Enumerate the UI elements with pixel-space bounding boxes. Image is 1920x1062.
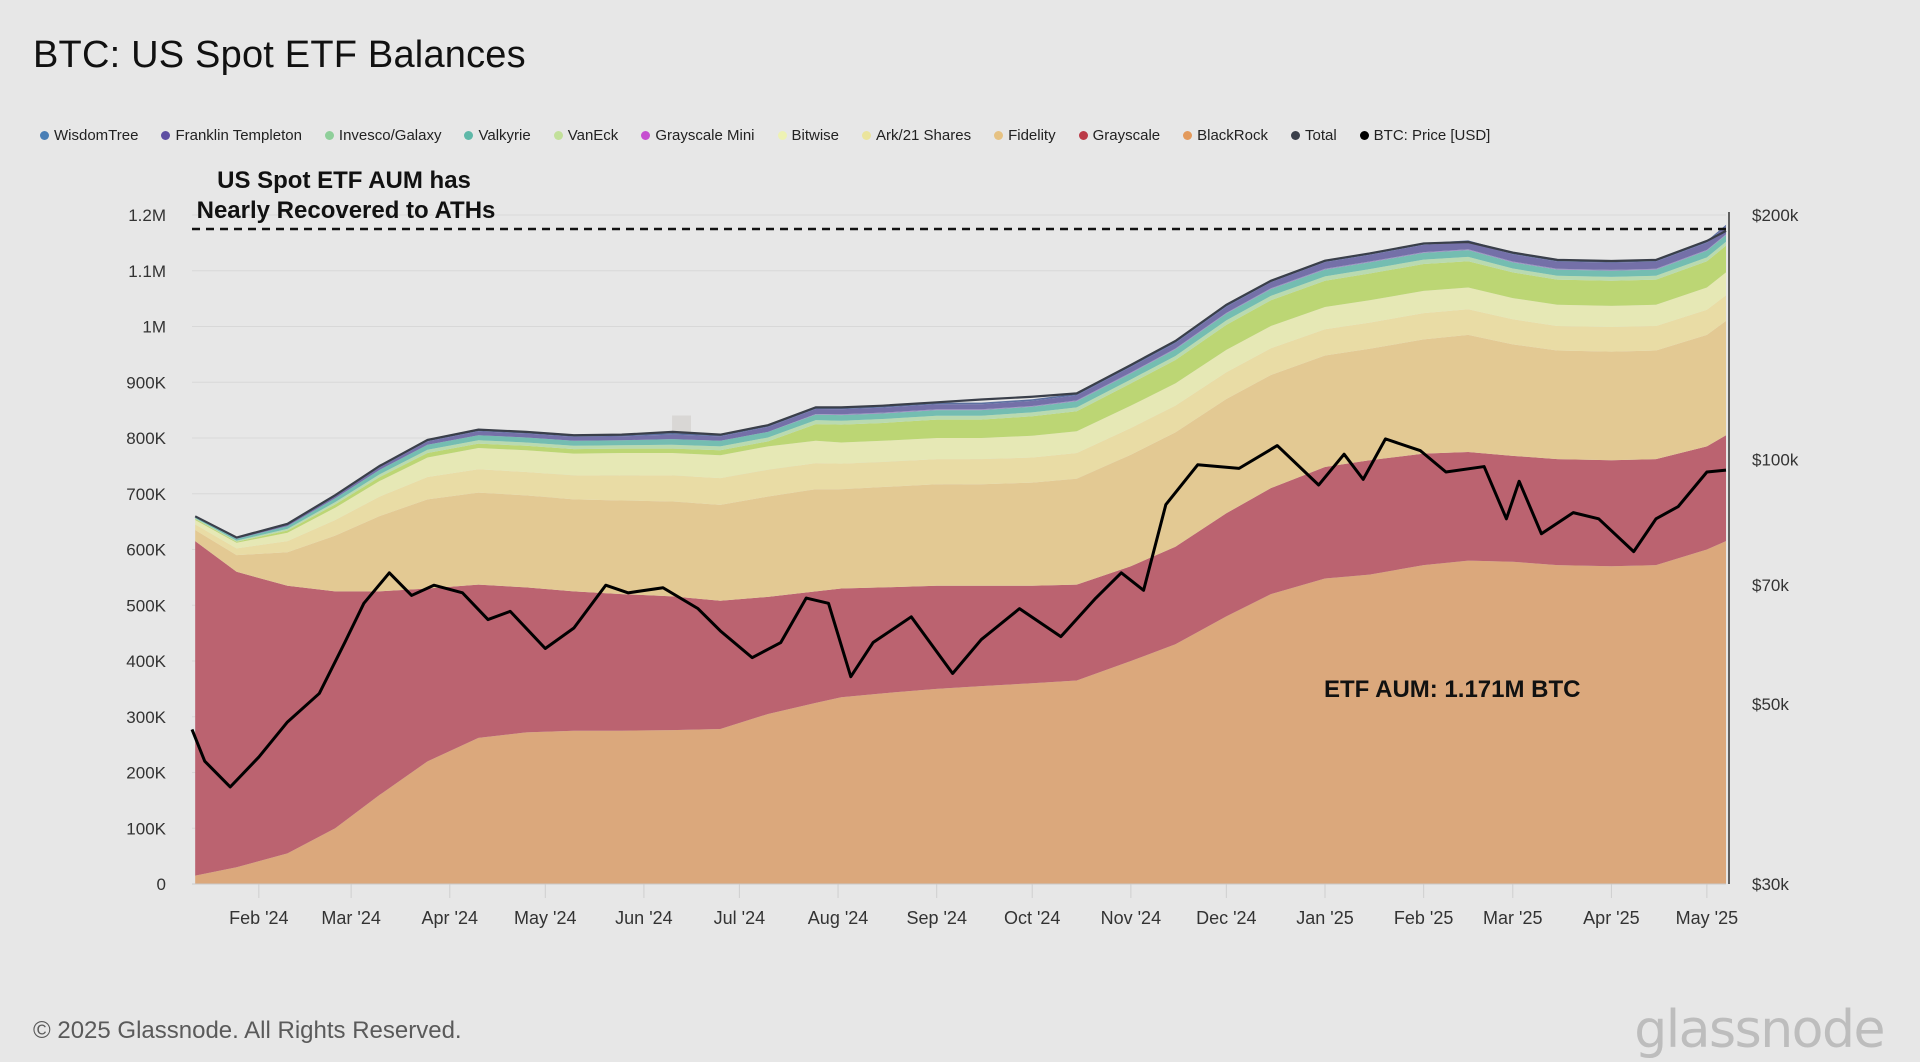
x-tick-label: Jan '25	[1296, 908, 1353, 928]
legend-item[interactable]: Ark/21 Shares	[862, 127, 971, 144]
x-tick-label: Mar '25	[1483, 908, 1542, 928]
total-line	[194, 229, 1727, 539]
legend-label: VanEck	[567, 127, 619, 144]
legend-dot-icon	[161, 131, 171, 140]
x-tick-label: Dec '24	[1196, 908, 1256, 928]
legend-label: Valkyrie	[478, 127, 531, 144]
y-tick-label: 500K	[126, 596, 166, 615]
legend-dot-icon	[994, 131, 1004, 140]
x-tick-label: Sep '24	[906, 908, 967, 928]
legend-item[interactable]: Valkyrie	[464, 127, 531, 144]
y-tick-label: 1M	[142, 318, 166, 337]
y-tick-label: 700K	[126, 485, 166, 504]
legend-item[interactable]: VanEck	[553, 127, 619, 144]
copyright-text: © 2025 Glassnode. All Rights Reserved.	[33, 1017, 462, 1044]
legend-label: Ark/21 Shares	[876, 127, 972, 144]
area-fidelity	[195, 320, 1726, 601]
x-tick-label: Jun '24	[615, 908, 672, 928]
legend-item[interactable]: Franklin Templeton	[161, 127, 302, 144]
x-tick-label: Jul '24	[714, 908, 765, 928]
legend-item[interactable]: Invesco/Galaxy	[324, 127, 442, 144]
y-right-tick-label: $200k	[1752, 206, 1799, 225]
legend-dot-icon	[1359, 131, 1369, 140]
y-tick-label: 300K	[126, 708, 166, 727]
legend-label: WisdomTree	[54, 127, 139, 144]
y-axis-left-ticks: 0 100K 200K 300K 400K 500K 600K 700K 800K 900K 1M 1…	[126, 206, 166, 894]
y-tick-label: 100K	[126, 819, 166, 838]
legend-dot-icon	[1290, 131, 1300, 140]
legend-label: Invesco/Galaxy	[338, 127, 442, 144]
y-axis-right-ticks: $30k $50k $70k $100k $200k	[1752, 206, 1799, 894]
x-tick-label: Nov '24	[1101, 908, 1161, 928]
legend-label: BTC: Price [USD]	[1373, 127, 1491, 144]
legend-label: Franklin Templeton	[175, 127, 302, 144]
x-tick-label: Aug '24	[808, 908, 869, 928]
legend-dot-icon	[1078, 131, 1088, 140]
legend-item[interactable]: Bitwise	[777, 127, 840, 144]
y-tick-label: 400K	[126, 652, 166, 671]
x-tick-label: May '25	[1676, 908, 1738, 928]
legend-dot-icon	[40, 131, 49, 140]
y-tick-label: 900K	[126, 373, 166, 392]
legend-dot-icon	[324, 131, 334, 140]
x-tick-label: Apr '25	[1583, 908, 1639, 928]
legend-dot-icon	[464, 131, 474, 140]
y-tick-label: 0	[157, 875, 166, 894]
ath-annotation-line1: US Spot ETF AUM has	[217, 167, 471, 194]
legend-label: Grayscale Mini	[655, 127, 755, 144]
legend-item[interactable]: Grayscale	[1078, 127, 1161, 144]
legend-item[interactable]: WisdomTree	[40, 127, 138, 144]
glassnode-logo: glassnode	[1634, 1000, 1885, 1060]
aum-annotation: ETF AUM: 1.171M BTC	[1324, 676, 1580, 703]
legend-item[interactable]: Fidelity	[994, 127, 1056, 144]
legend-item[interactable]: Total	[1290, 127, 1337, 144]
legend-dot-icon	[641, 131, 651, 140]
legend-label: Bitwise	[791, 127, 840, 144]
chart-legend: WisdomTree Franklin Templeton Invesco/Gala…	[40, 127, 1513, 144]
x-tick-label: May '24	[514, 908, 576, 928]
legend-label: Fidelity	[1008, 127, 1056, 144]
stacked-areas	[195, 224, 1726, 884]
legend-label: Total	[1304, 127, 1337, 144]
legend-label: Grayscale	[1092, 127, 1161, 144]
x-tick-label: Mar '24	[321, 908, 380, 928]
x-tick-label: Feb '24	[229, 908, 288, 928]
legend-label: BlackRock	[1197, 127, 1268, 144]
y-tick-label: 600K	[126, 541, 166, 560]
ath-annotation-line2: Nearly Recovered to ATHs	[197, 197, 496, 224]
legend-dot-icon	[553, 131, 563, 140]
y-right-tick-label: $70k	[1752, 576, 1789, 595]
x-tick-label: Apr '24	[422, 908, 478, 928]
chart-title: BTC: US Spot ETF Balances	[33, 34, 526, 76]
y-right-tick-label: $30k	[1752, 875, 1789, 894]
x-axis-ticks: Feb '24 Mar '24 Apr '24 May '24 Jun '24 Jul '…	[229, 884, 1738, 928]
area-blackrock	[195, 541, 1726, 884]
etf-balances-chart: 0 100K 200K 300K 400K 500K 600K 700K 800K 900K 1M 1…	[126, 167, 1799, 928]
legend-dot-icon	[777, 131, 787, 140]
area-grayscale	[195, 435, 1726, 876]
btc-price-line	[190, 437, 1727, 789]
y-right-tick-label: $50k	[1752, 695, 1789, 714]
legend-item[interactable]: BTC: Price [USD]	[1359, 127, 1491, 144]
x-tick-label: Oct '24	[1004, 908, 1060, 928]
y-tick-label: 200K	[126, 764, 166, 783]
y-tick-label: 1.1M	[128, 262, 166, 281]
legend-dot-icon	[862, 131, 872, 140]
x-tick-label: Feb '25	[1394, 908, 1453, 928]
y-tick-label: 1.2M	[128, 206, 166, 225]
legend-item[interactable]: BlackRock	[1183, 127, 1268, 144]
y-tick-label: 800K	[126, 429, 166, 448]
area-ark-21-shares	[195, 295, 1726, 556]
y-right-tick-label: $100k	[1752, 450, 1799, 469]
legend-dot-icon	[1183, 131, 1193, 140]
legend-item[interactable]: Grayscale Mini	[641, 127, 755, 144]
